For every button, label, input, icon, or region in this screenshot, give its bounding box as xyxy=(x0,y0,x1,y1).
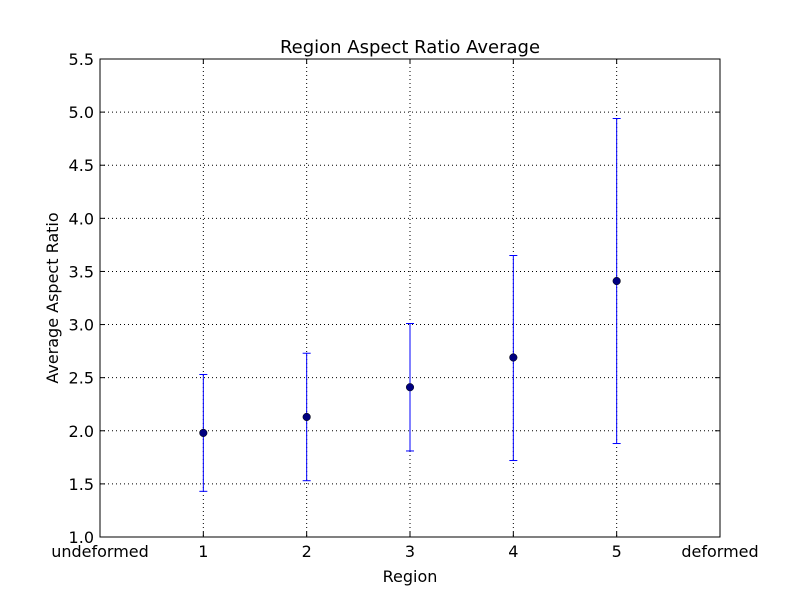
x-tick-label: 5 xyxy=(612,542,622,561)
y-tick-label: 4.0 xyxy=(69,209,94,228)
x-tick-label: undeformed xyxy=(51,542,149,561)
tick-layer xyxy=(100,59,720,537)
point-layer xyxy=(199,276,621,437)
y-tick-label: 4.5 xyxy=(69,156,94,175)
data-point xyxy=(612,276,621,286)
y-tick-label: 2.0 xyxy=(69,422,94,441)
x-axis-label: Region xyxy=(383,567,438,586)
y-tick-label: 2.5 xyxy=(69,369,94,388)
x-tick-label: deformed xyxy=(681,542,758,561)
x-tick-label: 2 xyxy=(302,542,312,561)
x-tick-label: 3 xyxy=(405,542,415,561)
tick-label-layer: undeformed 1 2 3 4 5 deformed 1.0 1.5 2.0 2.5 3.0 3.… xyxy=(51,50,758,561)
plot-frame xyxy=(99,58,721,538)
errorbar-layer xyxy=(199,117,621,492)
y-axis-label: Average Aspect Ratio xyxy=(43,212,62,383)
data-point xyxy=(199,428,208,437)
y-tick-label: 3.5 xyxy=(69,262,94,281)
chart-title: Region Aspect Ratio Average xyxy=(280,37,540,58)
y-tick-label: 5.5 xyxy=(69,50,94,69)
y-tick-label: 1.5 xyxy=(69,475,94,494)
data-point xyxy=(302,412,311,422)
grid-layer xyxy=(100,59,720,537)
y-tick-label: 1.0 xyxy=(69,528,94,547)
x-tick-label: 4 xyxy=(508,542,518,561)
data-point xyxy=(509,353,518,362)
x-tick-label: 1 xyxy=(198,542,208,561)
y-tick-label: 5.0 xyxy=(69,103,94,122)
data-point xyxy=(405,383,415,392)
y-tick-label: 3.0 xyxy=(69,316,94,335)
